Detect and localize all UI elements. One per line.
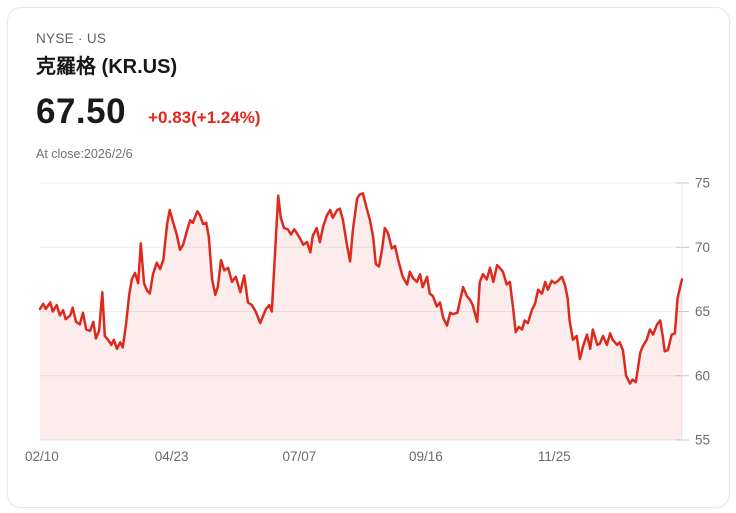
x-axis-label: 07/07 — [282, 449, 316, 464]
x-axis-label: 09/16 — [409, 449, 443, 464]
as-of-date: At close:2026/2/6 — [36, 147, 133, 161]
stock-name: 克羅格 (KR.US) — [36, 56, 178, 78]
x-axis-label: 11/25 — [538, 449, 571, 464]
price-line — [38, 192, 684, 385]
exchange-label: NYSE · US — [36, 31, 107, 46]
y-axis-label: 55 — [695, 433, 710, 448]
stock-quote-card: NYSE · US 克羅格 (KR.US) 67.50 +0.83(+1.24%… — [7, 7, 730, 508]
y-axis-label: 65 — [695, 304, 710, 319]
last-price: 67.50 — [36, 92, 127, 131]
y-axis-label: 70 — [695, 240, 710, 255]
price-area-fill — [40, 193, 682, 440]
price-change: +0.83(+1.24%) — [148, 108, 261, 127]
y-axis-label: 60 — [695, 368, 710, 383]
price-row: 67.50 +0.83(+1.24%) — [36, 92, 261, 132]
x-axis-label: 04/23 — [155, 449, 189, 464]
x-axis-label: 02/10 — [25, 449, 59, 464]
y-axis-label: 75 — [695, 176, 710, 191]
